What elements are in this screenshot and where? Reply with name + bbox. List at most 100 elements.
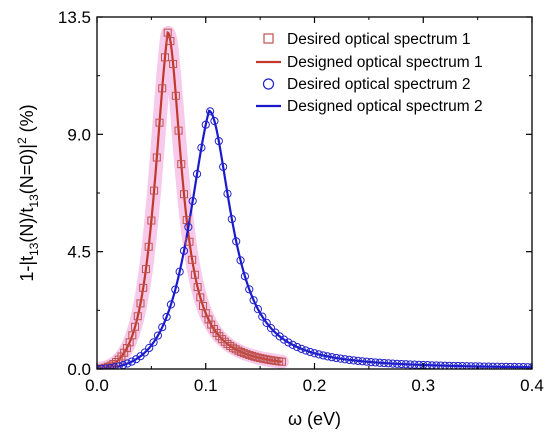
desired-1-point-26 [163, 28, 172, 37]
legend-label-designed-1: Designed optical spectrum 1 [287, 54, 483, 71]
desired-2-point-43 [279, 335, 289, 344]
desired-1-point-34 [185, 237, 194, 246]
desired-2-point-19 [175, 267, 184, 276]
desired-2-point-65 [375, 358, 384, 367]
desired-1-point-40 [201, 309, 210, 318]
desired-2-point-63 [366, 357, 376, 367]
desired-2-point-18 [171, 285, 180, 294]
desired-1-point-30 [174, 126, 183, 135]
desired-2-point-71 [401, 360, 410, 369]
legend-label-designed-2: Designed optical spectrum 2 [287, 98, 483, 115]
y-title-sub2: 13 [27, 194, 41, 208]
desired-1-point-18 [141, 265, 150, 274]
desired-2-point-87 [471, 362, 480, 369]
desired-2-point-23 [192, 169, 202, 179]
desired-2-point-99 [523, 363, 532, 369]
desired-1-point-24 [158, 84, 167, 93]
desired-1-point-54 [239, 349, 248, 358]
desired-2-point-47 [297, 344, 306, 353]
desired-2-point-62 [362, 357, 371, 366]
desired-2-point-29 [219, 162, 228, 171]
desired-1-point-32 [180, 190, 188, 199]
y-axis-title: 1-|t13(N)/t13(N=0)|2 (%) [15, 104, 41, 281]
y-tick-label-2: 9.0 [67, 125, 91, 144]
desired-1-point-13 [128, 331, 137, 340]
desired-2-point-12 [145, 343, 154, 353]
desired-2-point-86 [467, 362, 476, 369]
desired-1-point-45 [215, 332, 224, 341]
desired-2-point-81 [445, 361, 454, 369]
desired-2-point-89 [480, 362, 489, 369]
desired-2-point-88 [475, 362, 484, 369]
desired-2-point-11 [140, 348, 149, 357]
x-tick-label-0: 0.0 [85, 376, 109, 395]
desired-2-point-95 [506, 362, 515, 369]
desired-1-point-38 [196, 293, 205, 302]
desired-2-point-24 [197, 143, 206, 152]
desired-2-point-90 [484, 362, 493, 369]
desired-2-point-97 [514, 362, 524, 369]
desired-2-point-73 [410, 360, 419, 369]
y-tick-label-3: 13.5 [58, 8, 91, 27]
desired-2-point-80 [440, 361, 450, 369]
x-tick-label-4: 0.4 [520, 376, 544, 395]
desired-1-point-55 [242, 350, 251, 359]
desired-2-point-78 [432, 361, 441, 369]
desired-2-point-67 [384, 359, 393, 368]
desired-1-point-42 [207, 320, 216, 329]
desired-1-point-62 [261, 355, 270, 364]
desired-1-point-28 [169, 59, 178, 68]
y-title-sub1: 13 [27, 242, 41, 256]
desired-2-point-52 [319, 351, 328, 360]
legend-marker-circle [262, 78, 275, 90]
desired-2-point-13 [149, 338, 158, 347]
x-tick-label-3: 0.3 [411, 376, 435, 395]
desired-2-point-20 [179, 246, 189, 255]
desired-2-point-31 [227, 214, 236, 224]
desired-2-point-26 [206, 107, 215, 116]
desired-2-point-39 [262, 318, 271, 327]
desired-2-point-44 [284, 338, 293, 347]
desired-1-point-52 [234, 346, 243, 355]
desired-1-point-50 [228, 343, 237, 352]
y-title-mid: (N)/t [17, 208, 37, 243]
desired-2-point-35 [245, 285, 254, 294]
desired-2-point-22 [188, 196, 197, 206]
desired-2-point-96 [510, 362, 519, 369]
axis-ticks: 0.0 0.1 0.2 0.3 0.4 0.0 4.5 9.0 13.5 [58, 8, 544, 395]
desired-2-point-33 [236, 256, 245, 265]
desired-1-point-11 [122, 344, 131, 353]
desired-2-point-16 [162, 312, 171, 322]
desired-2-point-55 [332, 353, 341, 363]
x-tick-label-1: 0.1 [194, 376, 218, 395]
desired-1-point-27 [166, 37, 175, 46]
desired-2-point-34 [240, 272, 249, 281]
desired-2-point-60 [353, 356, 363, 365]
desired-1-point-57 [247, 351, 256, 360]
desired-2-point-4 [110, 363, 119, 369]
desired-1-point-15 [133, 312, 142, 321]
desired-2-point-70 [397, 359, 406, 369]
desired-1-point-25 [160, 53, 169, 62]
desired-1-point-59 [253, 353, 262, 362]
desired-2-point-14 [153, 331, 162, 340]
desired-1-point-31 [177, 160, 186, 169]
desired-1-point-35 [188, 255, 197, 264]
legend: Desired optical spectrum 1 Designed opti… [256, 31, 483, 115]
desired-2-point-7 [123, 359, 132, 368]
desired-2-point-68 [388, 359, 397, 368]
desired-2-point-93 [497, 362, 506, 369]
desired-1-point-47 [220, 337, 229, 346]
desired-2-point-5 [114, 362, 123, 369]
desired-2-point-91 [488, 362, 497, 369]
designed-spectrum-2-line [97, 109, 532, 369]
desired-2-point-100 [527, 363, 532, 369]
desired-2-point-49 [306, 347, 315, 357]
desired-1-point-41 [204, 315, 213, 324]
y-title-unit: (%) [17, 104, 37, 137]
desired-2-point-36 [249, 296, 258, 305]
desired-1-point-53 [237, 347, 246, 356]
desired-1-point-22 [152, 153, 161, 162]
